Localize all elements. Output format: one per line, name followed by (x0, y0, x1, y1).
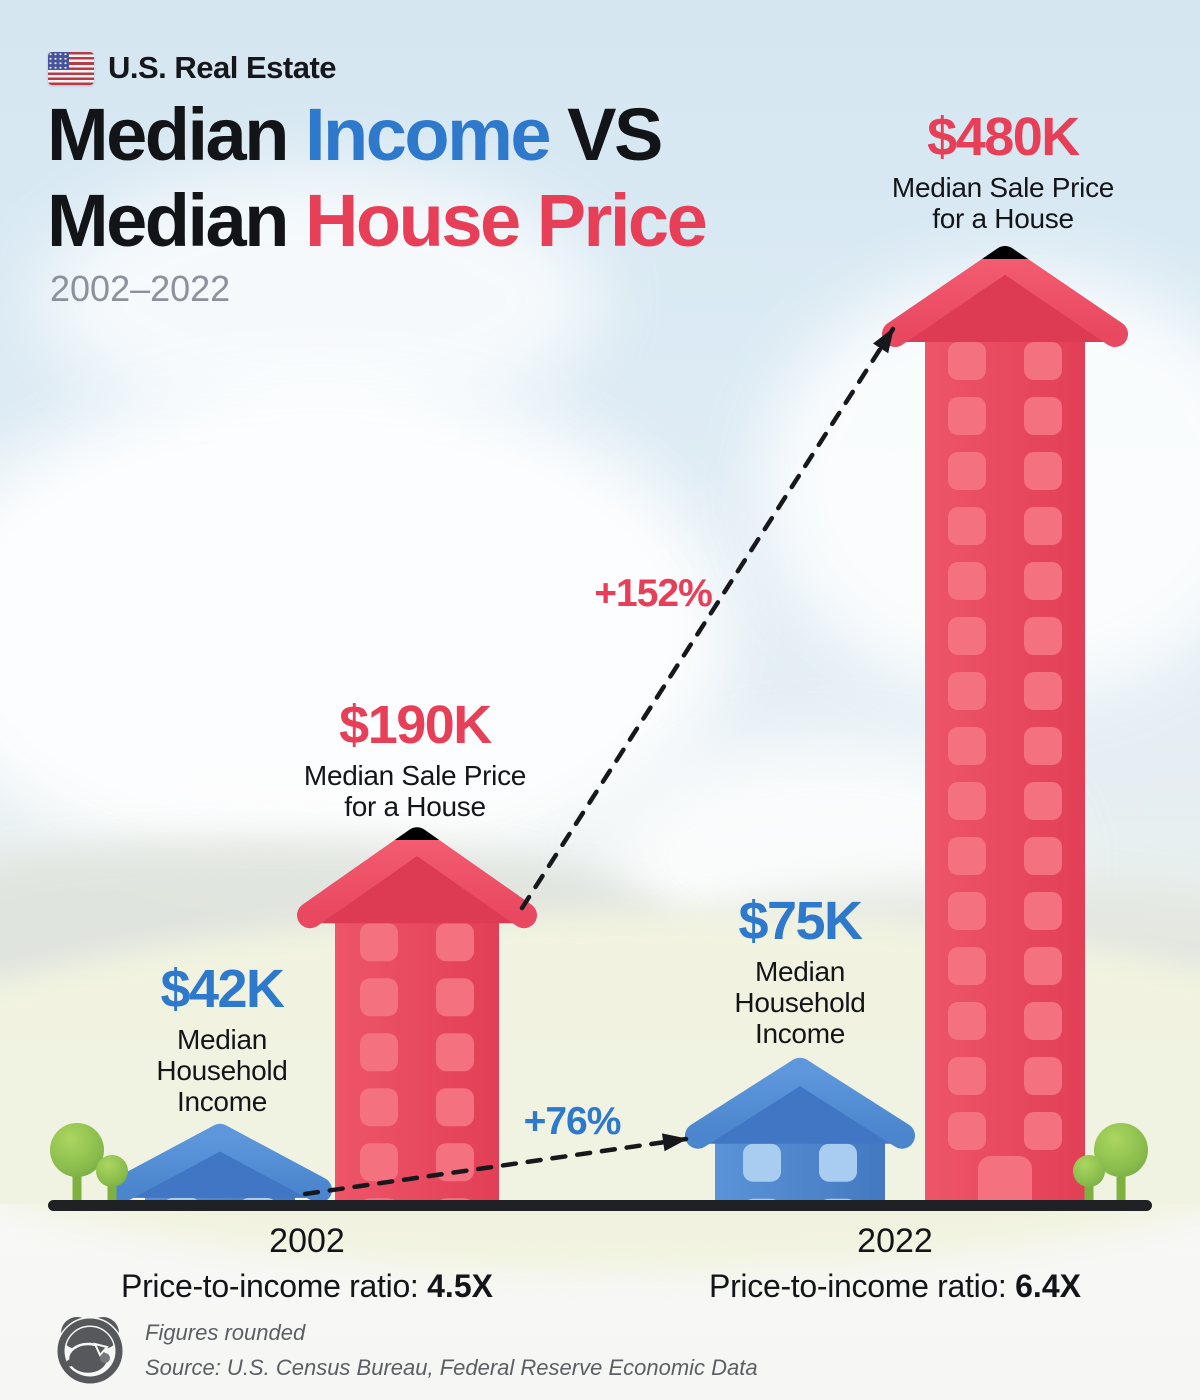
value-label-price-2022: $480K Median Sale Price for a House (853, 106, 1153, 234)
growth-label-price: +152% (594, 572, 713, 615)
axis-group-2022: 2022 Price-to-income ratio: 6.4X (615, 1222, 1175, 1305)
value-label-price-2002: $190K Median Sale Price for a House (265, 694, 565, 822)
income-2002-amount: $42K (160, 959, 285, 1019)
piggy-bank-binoculars-logo (56, 1317, 124, 1385)
value-label-income-2002: $42K Median Household Income (82, 958, 362, 1117)
title-income-highlight: Income (304, 93, 552, 176)
ratio-2022: Price-to-income ratio: 6.4X (709, 1268, 1081, 1304)
price-2002-caption: Median Sale Price for a House (303, 760, 527, 822)
page-title: Median Income VS Median House Price (47, 92, 708, 264)
tag-label: U.S. Real Estate (108, 50, 337, 85)
income-2022-caption: Median Household Income (734, 956, 866, 1049)
growth-label-income: +76% (523, 1100, 622, 1143)
price-2022-caption: Median Sale Price for a House (891, 172, 1115, 234)
price-2002-amount: $190K (339, 695, 492, 755)
footer: Figures rounded Source: U.S. Census Bure… (53, 1314, 758, 1386)
value-label-income-2022: $75K Median Household Income (660, 890, 940, 1049)
footer-source: Source: U.S. Census Bureau, Federal Rese… (145, 1355, 758, 1380)
header-tag-row: U.S. Real Estate (48, 50, 337, 86)
axis-year-2002: 2002 (269, 1222, 345, 1260)
income-2002-caption: Median Household Income (156, 1024, 288, 1117)
footer-text: Figures rounded Source: U.S. Census Bure… (145, 1314, 758, 1381)
title-line-1: Median Income VS (47, 93, 663, 176)
axis-group-2002: 2002 Price-to-income ratio: 4.5X (27, 1222, 587, 1305)
title-line-2: Median House Price (47, 179, 708, 262)
footer-note: Figures rounded (145, 1320, 306, 1345)
price-2022-amount: $480K (927, 107, 1080, 167)
period-subtitle: 2002–2022 (50, 268, 231, 309)
income-2022-amount: $75K (738, 891, 863, 951)
axis-year-2022: 2022 (857, 1222, 933, 1260)
title-houseprice-highlight: House Price (304, 179, 708, 262)
us-flag-icon (48, 51, 94, 85)
ratio-2002: Price-to-income ratio: 4.5X (121, 1268, 493, 1304)
